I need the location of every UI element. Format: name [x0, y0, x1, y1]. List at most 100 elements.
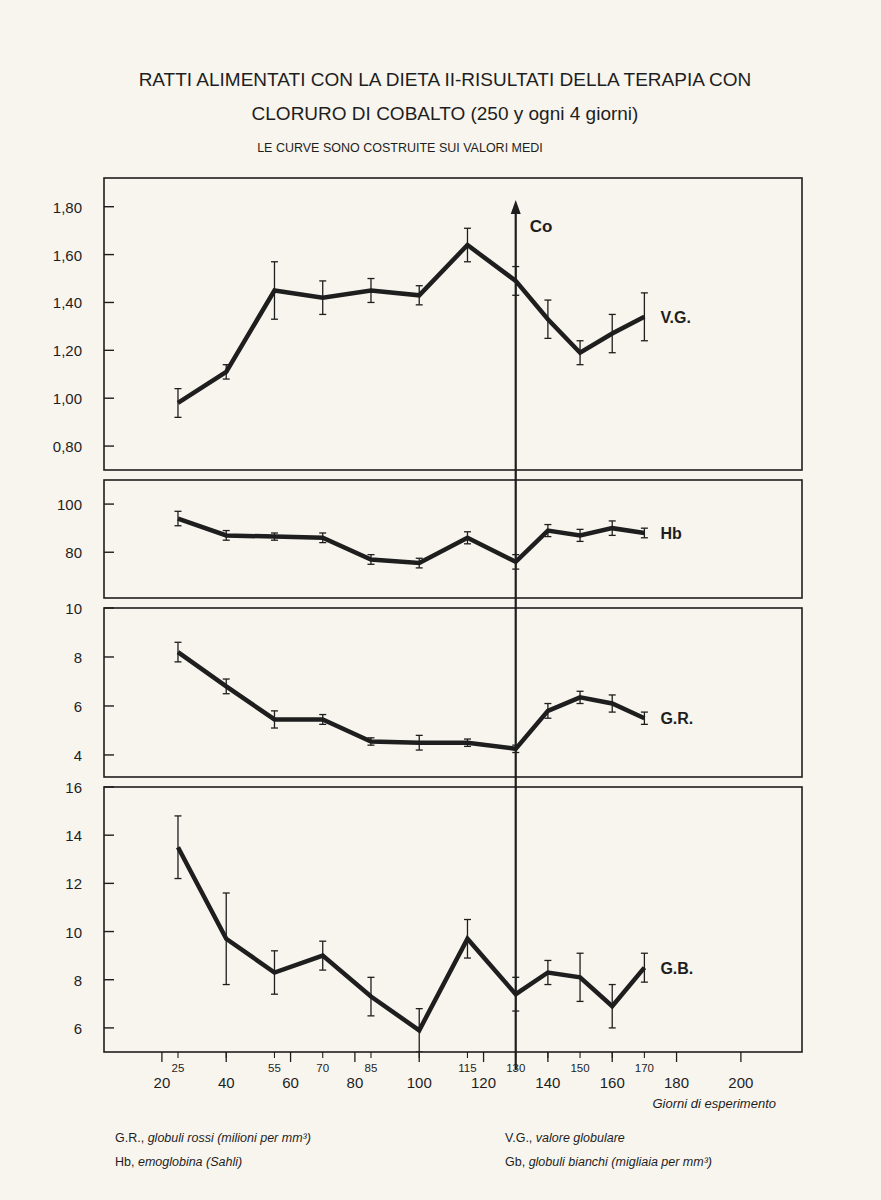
error-stem — [419, 286, 420, 305]
error-cap — [641, 292, 648, 293]
y-tick — [104, 931, 114, 932]
error-cap — [464, 261, 471, 262]
x-tick-label: 100 — [407, 1074, 432, 1091]
error-stem — [579, 341, 580, 365]
x-point-tick — [467, 1052, 468, 1058]
error-cap — [319, 280, 326, 281]
error-cap — [174, 388, 181, 389]
footnote-text: valore globulare — [536, 1131, 625, 1145]
error-bar — [223, 365, 230, 379]
error-stem — [322, 941, 323, 970]
error-cap — [577, 364, 584, 365]
footnote-abbr: V.G., — [505, 1131, 536, 1145]
error-cap — [416, 304, 423, 305]
error-cap — [641, 711, 648, 712]
x-tick-label: 80 — [347, 1074, 364, 1091]
error-cap — [641, 537, 648, 538]
error-bar — [367, 738, 374, 745]
y-tick-label: 16 — [65, 779, 82, 796]
x-point-tick — [177, 1052, 178, 1058]
error-stem — [177, 642, 178, 662]
footnote-text: emoglobina (Sahli) — [138, 1155, 242, 1169]
x-tick — [290, 1052, 291, 1062]
error-cap — [367, 278, 374, 279]
error-cap — [174, 417, 181, 418]
error-stem — [419, 735, 420, 750]
y-tick-label: 100 — [57, 496, 82, 513]
title: CLORURO DI COBALTO (250 y ogni 4 giorni) — [252, 103, 639, 124]
series-label: G.B. — [660, 960, 693, 977]
error-stem — [547, 525, 548, 537]
x-tick-label: 140 — [535, 1074, 560, 1091]
series-label: V.G. — [660, 309, 691, 326]
error-stem — [370, 279, 371, 303]
error-cap — [174, 878, 181, 879]
error-bar — [367, 279, 374, 303]
error-cap — [416, 735, 423, 736]
error-cap — [609, 352, 616, 353]
error-bar — [416, 735, 423, 750]
error-bar — [271, 951, 278, 994]
error-cap — [544, 703, 551, 704]
y-tick-label: 6 — [74, 1020, 82, 1037]
y-tick — [104, 350, 114, 351]
error-stem — [274, 711, 275, 728]
error-stem — [644, 953, 645, 982]
error-cap — [271, 319, 278, 320]
x-point-tick — [644, 1052, 645, 1058]
error-cap — [319, 714, 326, 715]
annotation-line — [515, 210, 517, 1070]
panel: 46810G.R. — [65, 600, 802, 777]
error-bar — [544, 525, 551, 537]
error-cap — [271, 540, 278, 541]
error-cap — [367, 977, 374, 978]
y-tick-label: 8 — [74, 972, 82, 989]
x-tick — [483, 1052, 484, 1062]
error-cap — [464, 228, 471, 229]
x-point-label: 25 — [172, 1062, 185, 1074]
error-cap — [609, 520, 616, 521]
error-cap — [544, 338, 551, 339]
error-cap — [464, 957, 471, 958]
annotation-text: Co — [530, 217, 553, 236]
x-point-tick — [370, 1052, 371, 1058]
annotation — [511, 200, 521, 1070]
y-tick-label: 1,60 — [53, 247, 82, 264]
error-stem — [547, 300, 548, 338]
error-bar — [464, 920, 471, 959]
error-cap — [544, 960, 551, 961]
error-cap — [544, 524, 551, 525]
error-bar — [464, 739, 471, 746]
error-bar — [609, 985, 616, 1028]
error-bar — [577, 953, 584, 1001]
data-group — [174, 511, 647, 569]
error-stem — [322, 533, 323, 543]
error-cap — [609, 711, 616, 712]
error-bar — [174, 816, 181, 879]
error-bar — [609, 314, 616, 352]
x-point-label: 55 — [268, 1062, 281, 1074]
x-point-label: 150 — [570, 1062, 589, 1074]
error-cap — [416, 1008, 423, 1009]
error-bar — [577, 529, 584, 541]
x-point-tick — [419, 1052, 420, 1058]
y-tick — [104, 503, 114, 504]
x-tick-label: 160 — [600, 1074, 625, 1091]
error-stem — [612, 314, 613, 352]
y-tick — [104, 1027, 114, 1028]
error-bar — [544, 704, 551, 719]
x-tick-label: 120 — [471, 1074, 496, 1091]
error-cap — [464, 531, 471, 532]
x-tick — [740, 1052, 741, 1062]
error-bar — [641, 953, 648, 982]
error-stem — [370, 555, 371, 565]
error-bar — [641, 293, 648, 341]
error-cap — [319, 314, 326, 315]
x-point-label: 70 — [316, 1062, 329, 1074]
error-cap — [609, 984, 616, 985]
error-cap — [367, 1015, 374, 1016]
data-group — [174, 228, 647, 417]
error-cap — [416, 1051, 423, 1052]
title: RATTI ALIMENTATI CON LA DIETA II-RISULTA… — [139, 69, 752, 90]
error-bar — [416, 1009, 423, 1052]
